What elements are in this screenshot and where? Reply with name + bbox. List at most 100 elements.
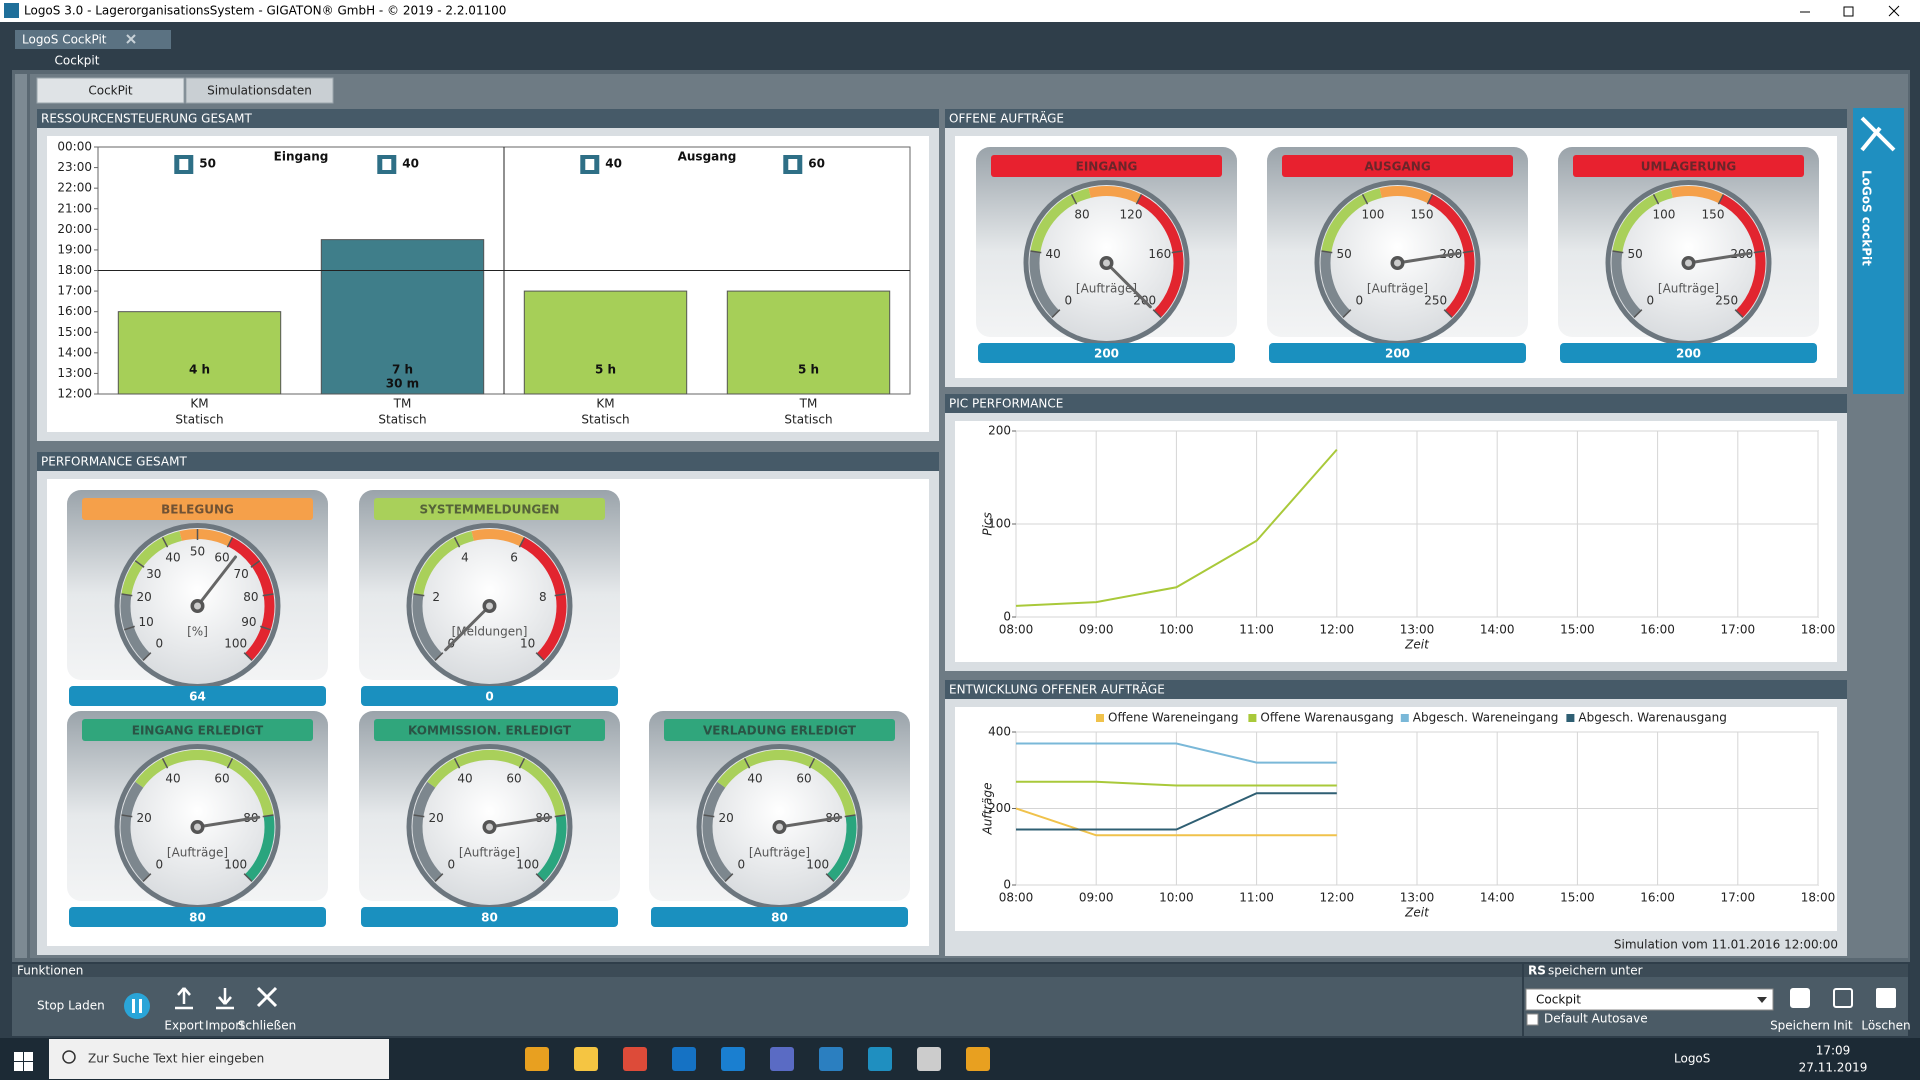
- series-line: [1015, 807, 1337, 837]
- save-icon: [1833, 988, 1853, 1008]
- x-tick-label: 09:00: [1079, 891, 1114, 905]
- gauge-tick: [724, 873, 734, 882]
- y-tick-label: 14:00: [57, 345, 92, 359]
- save-prefix: RS: [1528, 964, 1546, 978]
- gauge-value: 200: [1385, 347, 1410, 361]
- gauge-tick: [260, 625, 271, 631]
- gauge-band: [244, 814, 275, 882]
- taskbar-app[interactable]: [623, 1047, 647, 1071]
- y-tick-label: 200: [988, 424, 1011, 438]
- resource-icon-glyph: [179, 159, 189, 170]
- resource-count: 50: [199, 157, 216, 171]
- taskbar-app[interactable]: [574, 1047, 598, 1071]
- gauge-value: 80: [481, 911, 498, 925]
- document-tab[interactable]: [15, 30, 171, 49]
- gauge-tick-label: 60: [796, 771, 811, 785]
- icon-arrow: [218, 996, 226, 1005]
- y-tick-label: 200: [988, 801, 1011, 815]
- panel-header: [37, 109, 939, 128]
- pause-bar: [132, 999, 135, 1013]
- bar-value-label: 5 h: [595, 363, 616, 377]
- save-icon: [1876, 988, 1896, 1008]
- app-icon: [4, 3, 19, 18]
- gauge-value-bar: [69, 907, 326, 927]
- gauge-header: [1282, 155, 1513, 177]
- save-button-label: Löschen: [1861, 1019, 1910, 1033]
- gauge-tick: [1135, 194, 1143, 205]
- gauge-tick: [1652, 194, 1660, 205]
- gauge-tick: [1717, 194, 1725, 205]
- gauge-header: [991, 155, 1222, 177]
- gauge-band: [179, 529, 233, 547]
- x-tick-label: 16:00: [1640, 891, 1675, 905]
- taskbar-app[interactable]: [770, 1047, 794, 1071]
- taskbar-app[interactable]: [525, 1047, 549, 1071]
- gauge-tick: [413, 593, 425, 597]
- legend-swatch: [1566, 714, 1575, 722]
- y-tick-label: 17:00: [57, 284, 92, 298]
- gauge-tick-label: 10: [139, 615, 154, 629]
- gauge-band: [1670, 186, 1724, 204]
- bar-value-label: 5 h: [798, 363, 819, 377]
- toolbar-strip: [12, 964, 1522, 977]
- gauge-tick-label: 150: [1702, 207, 1725, 221]
- gauge-tick-label: 60: [214, 771, 229, 785]
- gauge-band: [717, 750, 856, 817]
- gauge-tick: [1342, 309, 1352, 318]
- gauge-band: [1320, 250, 1351, 318]
- pause-button[interactable]: [124, 993, 150, 1019]
- gauge-tick: [161, 537, 169, 548]
- gauge-tick-label: 50: [190, 545, 205, 559]
- taskbar-app[interactable]: [819, 1047, 843, 1071]
- checkbox[interactable]: [1526, 1013, 1539, 1026]
- gauge-tick-label: 40: [165, 550, 180, 564]
- gauge-unit: [Aufträge]: [1076, 282, 1137, 296]
- series-line: [1016, 780, 1337, 787]
- gauge-band: [1030, 188, 1092, 253]
- gauge-needle: [196, 555, 238, 608]
- y-tick-label: 00:00: [57, 140, 92, 154]
- gauge-hub-inner: [486, 602, 493, 610]
- close-b: [1888, 5, 1900, 17]
- taskbar-app[interactable]: [868, 1047, 892, 1071]
- taskbar-app[interactable]: [672, 1047, 696, 1071]
- gauge-tick-label: 20: [137, 811, 152, 825]
- maximize[interactable]: [1843, 6, 1854, 17]
- x-tick-label: 12:00: [1320, 623, 1355, 637]
- x-tick-label: 11:00: [1239, 891, 1274, 905]
- y-axis-label: Pics: [981, 512, 995, 535]
- x-tick-label: TM: [799, 397, 818, 411]
- gauge-unit: [Aufträge]: [749, 846, 810, 860]
- gauge-title: VERLADUNG ERLEDIGT: [703, 724, 857, 738]
- gauge-header: [1573, 155, 1804, 177]
- gauge-tick: [262, 814, 274, 818]
- tab[interactable]: [185, 77, 334, 104]
- taskbar-app[interactable]: [966, 1047, 990, 1071]
- panel-title: RESSOURCENSTEUERUNG GESAMT: [41, 112, 252, 126]
- tab[interactable]: [36, 77, 185, 104]
- gauge-hub-inner: [776, 823, 783, 831]
- gauge-tick: [434, 873, 444, 882]
- gauge-tick-label: 100: [1653, 207, 1676, 221]
- y-tick-label: 13:00: [57, 366, 92, 380]
- search-box[interactable]: [49, 1039, 389, 1079]
- taskbar-app[interactable]: [917, 1047, 941, 1071]
- dropdown[interactable]: [1525, 988, 1774, 1011]
- logo-mark-a: [1860, 116, 1896, 152]
- view-title: Cockpit: [55, 54, 100, 68]
- bar: [117, 311, 282, 395]
- panel-inner: [955, 421, 1837, 662]
- x-tick-label: Statisch: [784, 413, 832, 427]
- x-axis-label: Zeit: [1404, 638, 1430, 652]
- x-axis-label: Zeit: [1404, 906, 1430, 920]
- x-tick-label: 17:00: [1721, 623, 1756, 637]
- x-tick-label: 12:00: [1320, 891, 1355, 905]
- stop-label: Stop Laden: [37, 999, 105, 1013]
- group-label: Ausgang: [678, 150, 737, 164]
- gauge-tick: [535, 652, 545, 661]
- gauge-tick-label: 30: [146, 567, 161, 581]
- gauge-band: [135, 750, 274, 817]
- taskbar-app[interactable]: [721, 1047, 745, 1071]
- x-tick-label: KM: [190, 397, 208, 411]
